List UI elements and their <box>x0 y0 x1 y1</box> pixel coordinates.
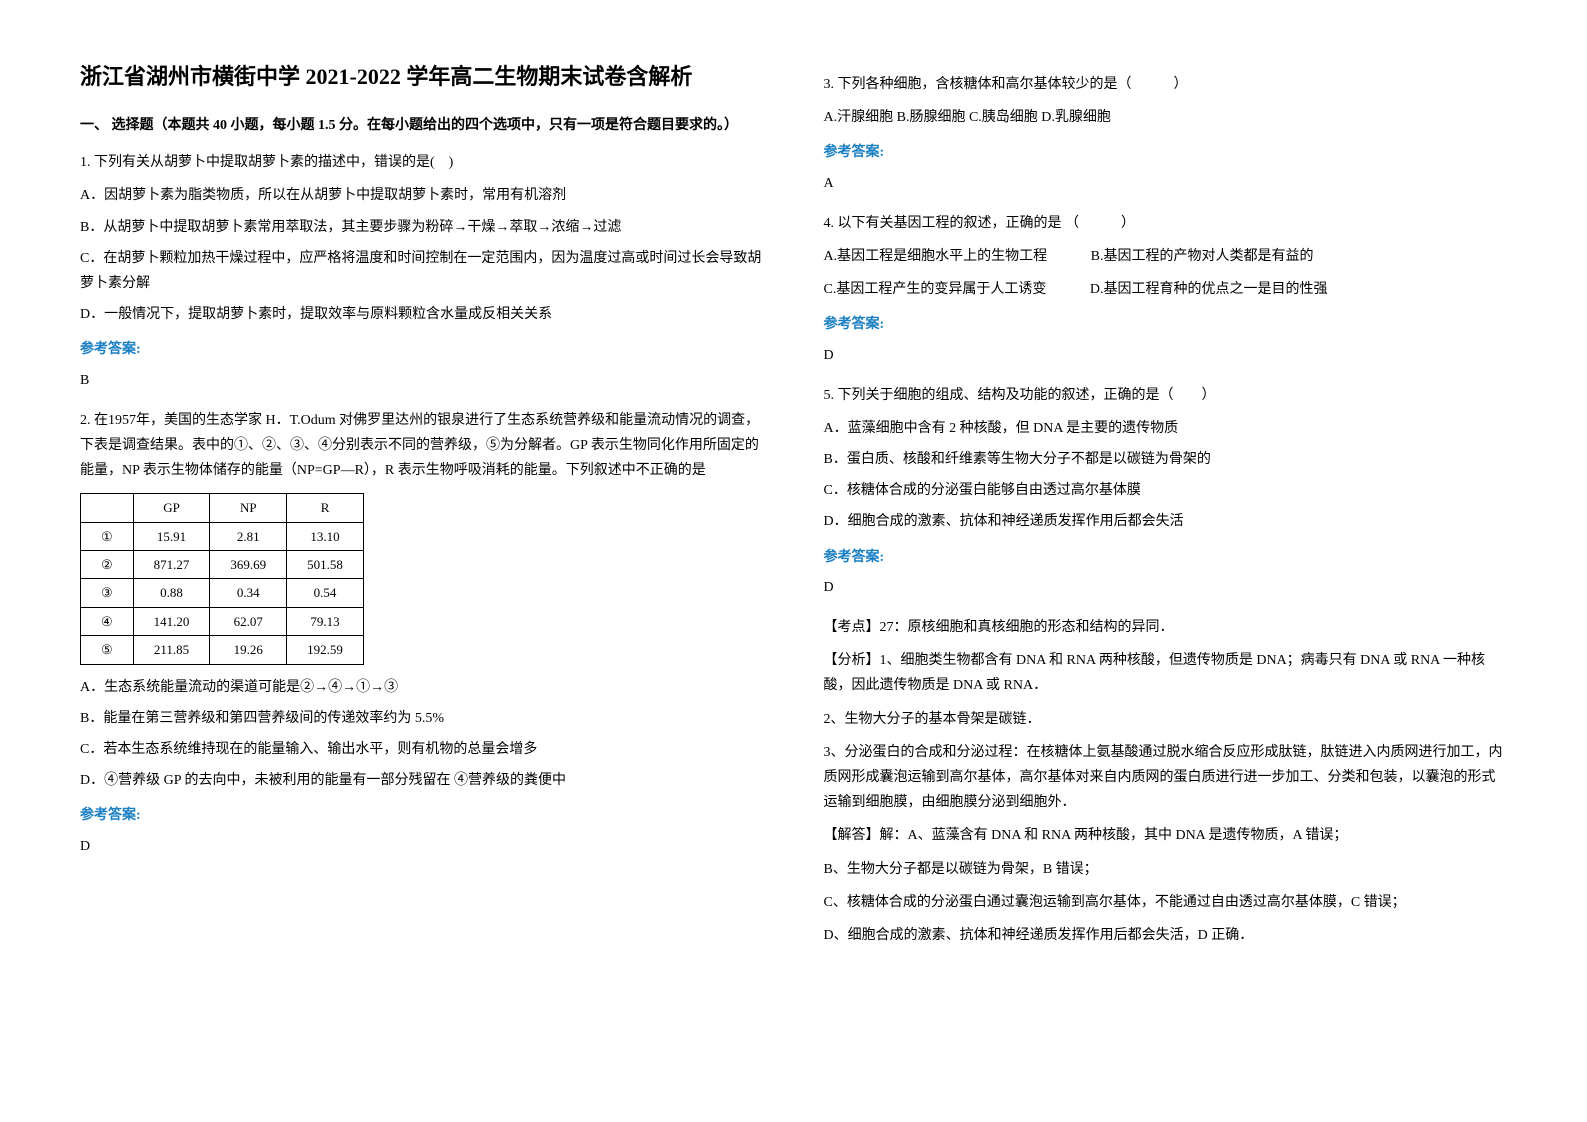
q4-answer: D <box>824 343 1508 368</box>
q5-jieda-a: 【解答】解：A、蓝藻含有 DNA 和 RNA 两种核酸，其中 DNA 是遗传物质… <box>824 823 1508 848</box>
q4-option-a: A.基因工程是细胞水平上的生物工程 <box>824 244 1048 269</box>
cell: 192.59 <box>287 636 364 664</box>
cell: 501.58 <box>287 551 364 579</box>
cell: 13.10 <box>287 522 364 550</box>
table-row: ④ 141.20 62.07 79.13 <box>81 607 364 635</box>
q2-table: GP NP R ① 15.91 2.81 13.10 ② 871.27 369.… <box>80 493 364 664</box>
q2-answer: D <box>80 834 764 859</box>
q5-kaodian: 【考点】27：原核细胞和真核细胞的形态和结构的异同． <box>824 615 1508 640</box>
q2-text: 2. 在1957年，美国的生态学家 H．T.Odum 对佛罗里达州的银泉进行了生… <box>80 408 764 484</box>
cell: 2.81 <box>210 522 287 550</box>
q5-answer-label: 参考答案: <box>824 545 1508 570</box>
cell: 0.54 <box>287 579 364 607</box>
cell: 0.88 <box>133 579 210 607</box>
cell: 15.91 <box>133 522 210 550</box>
table-row: ③ 0.88 0.34 0.54 <box>81 579 364 607</box>
question-4: 4. 以下有关基因工程的叙述，正确的是 （ ） A.基因工程是细胞水平上的生物工… <box>824 211 1508 368</box>
table-row: ② 871.27 369.69 501.58 <box>81 551 364 579</box>
q5-option-a: A．蓝藻细胞中含有 2 种核酸，但 DNA 是主要的遗传物质 <box>824 416 1508 441</box>
table-row: ⑤ 211.85 19.26 192.59 <box>81 636 364 664</box>
cell: 141.20 <box>133 607 210 635</box>
q1-text: 1. 下列有关从胡萝卜中提取胡萝卜素的描述中，错误的是( ) <box>80 150 764 175</box>
cell: ② <box>81 551 134 579</box>
cell: ① <box>81 522 134 550</box>
q1-answer-label: 参考答案: <box>80 337 764 362</box>
q3-answer: A <box>824 171 1508 196</box>
cell: 62.07 <box>210 607 287 635</box>
question-3: 3. 下列各种细胞，含核糖体和高尔基体较少的是（ ） A.汗腺细胞 B.肠腺细胞… <box>824 72 1508 196</box>
th-gp: GP <box>133 494 210 522</box>
q1-answer: B <box>80 368 764 393</box>
q5-fenxi2: 2、生物大分子的基本骨架是碳链． <box>824 707 1508 732</box>
q1-option-b: B．从胡萝卜中提取胡萝卜素常用萃取法，其主要步骤为粉碎→干燥→萃取→浓缩→过滤 <box>80 215 764 240</box>
cell: 871.27 <box>133 551 210 579</box>
q3-text: 3. 下列各种细胞，含核糖体和高尔基体较少的是（ ） <box>824 72 1508 97</box>
question-2: 2. 在1957年，美国的生态学家 H．T.Odum 对佛罗里达州的银泉进行了生… <box>80 408 764 859</box>
q1-option-c: C．在胡萝卜颗粒加热干燥过程中，应严格将温度和时间控制在一定范围内，因为温度过高… <box>80 246 764 296</box>
cell: ③ <box>81 579 134 607</box>
q5-option-b: B．蛋白质、核酸和纤维素等生物大分子不都是以碳链为骨架的 <box>824 447 1508 472</box>
q2-option-b: B．能量在第三营养级和第四营养级间的传递效率约为 5.5% <box>80 706 764 731</box>
q3-answer-label: 参考答案: <box>824 140 1508 165</box>
q5-jieda-b: B、生物大分子都是以碳链为骨架，B 错误； <box>824 857 1508 882</box>
th-r: R <box>287 494 364 522</box>
q5-option-d: D．细胞合成的激素、抗体和神经递质发挥作用后都会失活 <box>824 509 1508 534</box>
q4-option-c: C.基因工程产生的变异属于人工诱变 <box>824 277 1047 302</box>
q5-answer: D <box>824 575 1508 600</box>
q5-text: 5. 下列关于细胞的组成、结构及功能的叙述，正确的是（ ） <box>824 383 1508 408</box>
q4-row2: C.基因工程产生的变异属于人工诱变 D.基因工程育种的优点之一是目的性强 <box>824 277 1508 302</box>
q1-option-a: A．因胡萝卜素为脂类物质，所以在从胡萝卜中提取胡萝卜素时，常用有机溶剂 <box>80 183 764 208</box>
cell: 211.85 <box>133 636 210 664</box>
q5-jieda-c: C、核糖体合成的分泌蛋白通过囊泡运输到高尔基体，不能通过自由透过高尔基体膜，C … <box>824 890 1508 915</box>
cell: 0.34 <box>210 579 287 607</box>
q1-option-d: D．一般情况下，提取胡萝卜素时，提取效率与原料颗粒含水量成反相关关系 <box>80 302 764 327</box>
right-column: 3. 下列各种细胞，含核糖体和高尔基体较少的是（ ） A.汗腺细胞 B.肠腺细胞… <box>794 60 1538 1062</box>
section-header: 一、 选择题（本题共 40 小题，每小题 1.5 分。在每小题给出的四个选项中，… <box>80 113 764 138</box>
q2-option-d: D．④营养级 GP 的去向中，未被利用的能量有一部分残留在 ④营养级的粪便中 <box>80 768 764 793</box>
th-np: NP <box>210 494 287 522</box>
q2-answer-label: 参考答案: <box>80 803 764 828</box>
left-column: 浙江省湖州市横街中学 2021-2022 学年高二生物期末试卷含解析 一、 选择… <box>50 60 794 1062</box>
cell: 79.13 <box>287 607 364 635</box>
question-5: 5. 下列关于细胞的组成、结构及功能的叙述，正确的是（ ） A．蓝藻细胞中含有 … <box>824 383 1508 948</box>
q4-text: 4. 以下有关基因工程的叙述，正确的是 （ ） <box>824 211 1508 236</box>
q5-jieda-d: D、细胞合成的激素、抗体和神经递质发挥作用后都会失活，D 正确． <box>824 923 1508 948</box>
cell: 19.26 <box>210 636 287 664</box>
q4-option-b: B.基因工程的产物对人类都是有益的 <box>1091 244 1314 269</box>
question-1: 1. 下列有关从胡萝卜中提取胡萝卜素的描述中，错误的是( ) A．因胡萝卜素为脂… <box>80 150 764 393</box>
q4-answer-label: 参考答案: <box>824 312 1508 337</box>
q5-option-c: C．核糖体合成的分泌蛋白能够自由透过高尔基体膜 <box>824 478 1508 503</box>
q5-fenxi1: 【分析】1、细胞类生物都含有 DNA 和 RNA 两种核酸，但遗传物质是 DNA… <box>824 648 1508 698</box>
document-title: 浙江省湖州市横街中学 2021-2022 学年高二生物期末试卷含解析 <box>80 60 764 93</box>
cell: ④ <box>81 607 134 635</box>
cell: ⑤ <box>81 636 134 664</box>
q2-option-c: C．若本生态系统维持现在的能量输入、输出水平，则有机物的总量会增多 <box>80 737 764 762</box>
cell: 369.69 <box>210 551 287 579</box>
q5-fenxi3: 3、分泌蛋白的合成和分泌过程：在核糖体上氨基酸通过脱水缩合反应形成肽链，肽链进入… <box>824 740 1508 816</box>
th-blank <box>81 494 134 522</box>
table-header-row: GP NP R <box>81 494 364 522</box>
table-row: ① 15.91 2.81 13.10 <box>81 522 364 550</box>
q2-option-a: A．生态系统能量流动的渠道可能是②→④→①→③ <box>80 675 764 700</box>
q4-option-d: D.基因工程育种的优点之一是目的性强 <box>1090 277 1328 302</box>
q3-options: A.汗腺细胞 B.肠腺细胞 C.胰岛细胞 D.乳腺细胞 <box>824 105 1508 130</box>
q4-row1: A.基因工程是细胞水平上的生物工程 B.基因工程的产物对人类都是有益的 <box>824 244 1508 269</box>
